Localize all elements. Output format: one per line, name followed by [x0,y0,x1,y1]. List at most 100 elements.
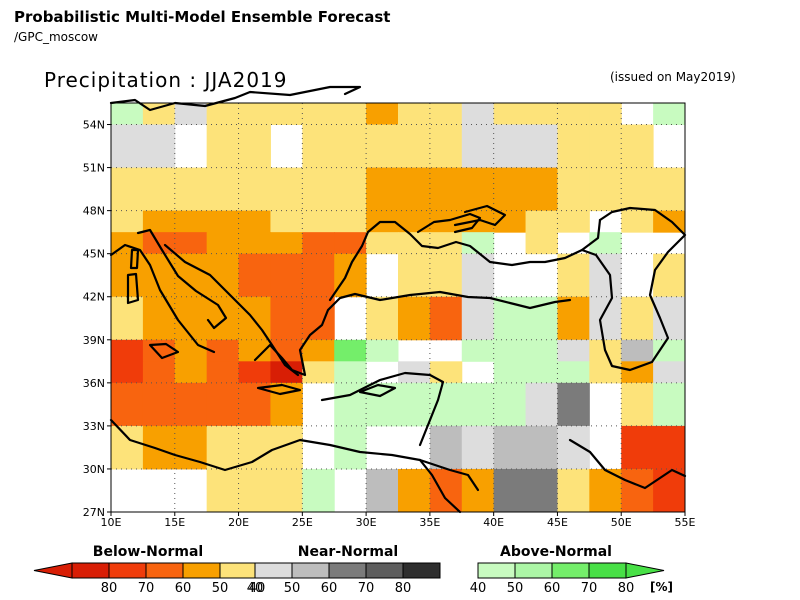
probability-cell [398,382,431,427]
legend-tick-label: 40 [249,581,266,596]
coast-crimea [416,212,482,234]
probability-cell [461,103,495,126]
probability-cell [557,167,590,212]
probability-cell [270,361,303,384]
probability-cell [589,103,622,126]
coast-azov [453,204,507,227]
probability-cell [525,232,558,255]
coast-greece [253,290,572,377]
legend-arrow [33,562,73,579]
lon-tick-label: 55E [675,516,696,529]
coast-italy-west [109,243,216,354]
probability-cell [270,210,303,233]
probability-cell [366,103,399,126]
probability-cell [142,103,176,126]
probability-cell [653,253,686,298]
probability-cell [461,167,495,212]
legend-tick-label: 50 [284,581,301,596]
probability-cell [174,167,208,212]
probability-cell [493,124,527,169]
probability-cell [111,382,144,427]
legend-tick-label: 60 [175,581,192,596]
probability-cell [302,232,335,255]
lat-tick-label: 33N [83,420,105,433]
probability-cell [238,210,271,233]
probability-cell [206,253,240,298]
probability-cell [366,167,399,212]
probability-cell [334,124,367,169]
probability-cell [111,296,144,341]
legend: Below-Normal Near-Normal Above-Normal 80… [33,544,673,596]
probability-cell [557,124,590,169]
coast-persian-gulf [568,438,687,490]
probability-cell [334,103,367,126]
probability-cell [111,210,144,233]
lat-tick-label: 42N [83,291,105,304]
legend-tick-label: 50 [507,581,524,596]
latitude-labels: 27N 30N 33N 36N 39N 42N 45N 48N 51N 54N [83,119,111,519]
probability-cell [206,167,240,212]
lat-tick-label: 54N [83,119,105,132]
probability-cell [302,339,335,362]
legend-swatch [514,562,553,579]
probability-cell [111,103,144,126]
probability-cell [525,124,558,169]
lat-tick-label: 48N [83,205,105,218]
probability-cell [302,253,335,298]
probability-cell [334,253,367,298]
legend-swatch [182,562,221,579]
lat-tick-label: 51N [83,162,105,175]
probability-cell [429,103,463,126]
probability-cell [270,232,303,255]
probability-cell [270,167,303,212]
probability-cell [461,382,495,427]
probability-cell [174,210,208,233]
probability-cell [238,296,271,341]
lat-tick-label: 45N [83,248,105,261]
probability-cell [142,339,176,362]
probability-cell [366,339,399,362]
probability-cell [493,167,527,212]
probability-cell [398,103,431,126]
legend-tick-label: 80 [101,581,118,596]
probability-cell [589,167,622,212]
probability-cell [238,103,271,126]
probability-cell [270,103,303,126]
probability-cell [653,382,686,427]
probability-cell [206,124,240,169]
probability-cell [302,468,335,513]
probability-cell [366,468,399,513]
probability-cell [334,210,367,233]
probability-cell [589,361,622,384]
probability-cell [557,339,590,362]
probability-cell [206,296,240,341]
probability-cell [621,382,654,427]
probability-cell [557,382,590,427]
coastlines [109,85,687,514]
coast-redsea [418,458,480,492]
plot-title: Precipitation : JJA2019 [44,68,288,92]
probability-cell [206,103,240,126]
probability-cell [398,210,431,233]
probability-cell [334,339,367,362]
lon-tick-label: 25E [292,516,313,529]
probability-cell [174,382,208,427]
probability-cell [302,296,335,341]
probability-cell [525,425,558,470]
coast-blacksea [328,218,602,302]
legend-swatch [477,562,516,579]
probability-cell [398,296,431,341]
lon-tick-label: 20E [228,516,249,529]
probability-cell [589,253,622,298]
legend-tick-label: 80 [618,581,635,596]
probability-cell [429,124,463,169]
coast-levant [320,371,445,447]
probability-cell [525,210,558,233]
probability-cell [429,361,463,384]
probability-cell [621,361,654,384]
probability-cell [174,103,208,126]
probability-cell [493,382,527,427]
probability-cell [142,167,176,212]
probability-cell [111,339,144,362]
probability-cell [525,339,558,362]
